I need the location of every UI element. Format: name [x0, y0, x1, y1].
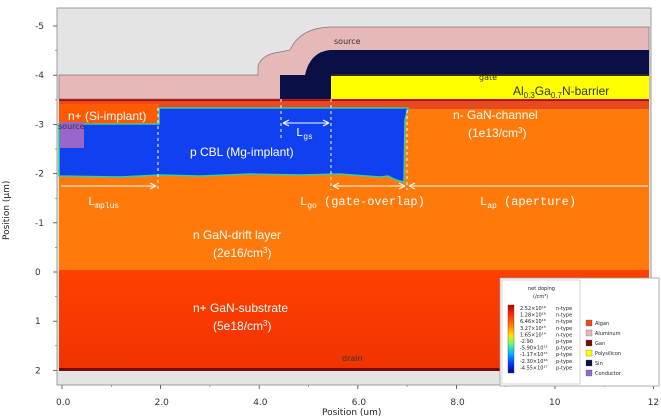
- gate-contact: [331, 74, 649, 76]
- x-axis-title: Position (um): [322, 408, 381, 417]
- legend-scale-type: p-type: [556, 352, 572, 358]
- y-tick-label: -5: [35, 22, 44, 32]
- lap-label: Lap (aperture): [480, 195, 576, 211]
- channel-interface-line: [59, 99, 649, 101]
- lgo-arrowheads: [332, 182, 406, 190]
- legend-scale-type: n-type: [556, 313, 572, 319]
- source-top-label: source: [334, 37, 361, 46]
- legend-scale-type: n-type: [556, 332, 572, 338]
- lmplus-label: Lmplus: [88, 195, 119, 211]
- n-plus-implant-region: [59, 104, 159, 124]
- legend-scale-value: -1.17×10¹⁵: [520, 352, 548, 358]
- channel-label-line2: (1e13/cm3): [468, 126, 526, 140]
- legend-material-swatch: [585, 319, 593, 327]
- doping-scale-frame: [501, 279, 581, 385]
- legend-title: net doping: [528, 286, 555, 292]
- x-tick-label: 8.0: [450, 398, 465, 408]
- p-cbl-label: p CBL (Mg-implant): [190, 145, 294, 159]
- legend-scale-value: 6.46×10¹⁶: [520, 319, 546, 325]
- legend-scale-value: -2.90: [520, 339, 533, 345]
- drift-label-line1: n GaN-drift layer: [193, 228, 281, 242]
- n-implant-label: n+ (Si-implant): [68, 109, 146, 123]
- drain-label: drain: [342, 354, 363, 363]
- doping-colorbar: [507, 304, 515, 374]
- substrate-label-line2: (5e18/cm3): [213, 319, 271, 333]
- source-left-label: source: [58, 122, 85, 131]
- x-axis: 0.0 2.0 4.0 6.0 8.0 10 12: [56, 385, 659, 408]
- barrier-layer: [331, 75, 649, 99]
- legend-material-swatch: [585, 349, 593, 357]
- legend-material-label: Aluminum: [595, 331, 621, 337]
- y-tick-label: 2: [35, 366, 41, 376]
- legend-material-label: Conductor: [595, 371, 622, 377]
- x-tick-label: 10: [549, 398, 561, 408]
- x-tick-label: 0.0: [56, 398, 71, 408]
- legend-material-swatch: [585, 329, 593, 337]
- y-tick-label: -4: [35, 71, 44, 81]
- substrate-label-line1: n+ GaN-substrate: [193, 301, 288, 315]
- legend-material-label: Polysilicon: [595, 351, 621, 357]
- legend-material-swatch: [585, 359, 593, 367]
- source-left-conductor: [60, 122, 84, 148]
- legend-scale-value: -4.55×10¹⁷: [520, 365, 548, 371]
- lgs-label: Lgs: [296, 126, 313, 142]
- lgs-arrowhead-right: [322, 119, 330, 127]
- y-tick-label: -3: [35, 120, 44, 130]
- legend-scale-type: n-type: [556, 306, 572, 312]
- legend-scale-value: 1.28×10¹⁸: [520, 313, 546, 319]
- channel-label-line1: n- GaN-channel: [453, 108, 538, 122]
- y-tick-label: -2: [35, 170, 44, 180]
- y-tick-label: -1: [35, 219, 44, 229]
- legend-scale-value: -5.90×10¹³: [520, 346, 548, 352]
- legend-material-label: Sin: [595, 361, 603, 367]
- drain-contact: [59, 368, 649, 371]
- legend-scale-value: 1.65×10¹⁴: [520, 332, 546, 338]
- y-axis: -5 -4 -3 -2 -1 0 1 2: [35, 22, 57, 376]
- legend-scale-value: 2.52×10¹⁹: [520, 306, 546, 312]
- legend-scale-type: n-type: [556, 326, 572, 332]
- legend-scale-value: -2.30×10¹⁶: [520, 359, 548, 365]
- lmplus-arrowhead: [149, 182, 157, 190]
- legend-scale-type: n-type: [556, 319, 572, 325]
- y-tick-label: 1: [35, 317, 41, 327]
- lgs-arrowhead-left: [282, 119, 290, 127]
- legend-scale-type: p-type: [556, 359, 572, 365]
- lap-arrowhead: [408, 182, 416, 190]
- legend-material-label: Algan: [595, 321, 609, 327]
- x-tick-label: 2.0: [155, 398, 170, 408]
- channel-top-strip: [59, 100, 649, 109]
- legend-panel: net doping (/cm³) 2.52×10¹⁹ n-type 1.28×10…: [499, 277, 660, 387]
- y-tick-label: 0: [35, 268, 41, 278]
- drift-label-line2: (2e16/cm3): [213, 246, 271, 260]
- barrier-label: Al0.3Ga0.7N-barrier: [513, 84, 609, 100]
- gate-label: gate: [479, 73, 497, 82]
- x-tick-label: 6.0: [352, 398, 367, 408]
- legend-material-swatch: [585, 369, 593, 377]
- p-cbl-region: [58, 107, 409, 183]
- legend-scale-type: p-type: [556, 339, 572, 345]
- legend-scale-type: p-type: [556, 346, 572, 352]
- x-tick-label: 12: [648, 398, 659, 408]
- legend-material-label: Gan: [595, 341, 605, 347]
- legend-unit: (/cm³): [533, 294, 548, 300]
- legend-scale-type: p-type: [556, 365, 572, 371]
- legend-scale-value: 3.27×10¹⁵: [520, 326, 546, 332]
- legend-material-swatch: [585, 339, 593, 347]
- lgo-label: Lgo (gate-overlap): [300, 195, 425, 211]
- y-axis-title: Position (µm): [2, 181, 12, 240]
- x-tick-label: 4.0: [253, 398, 268, 408]
